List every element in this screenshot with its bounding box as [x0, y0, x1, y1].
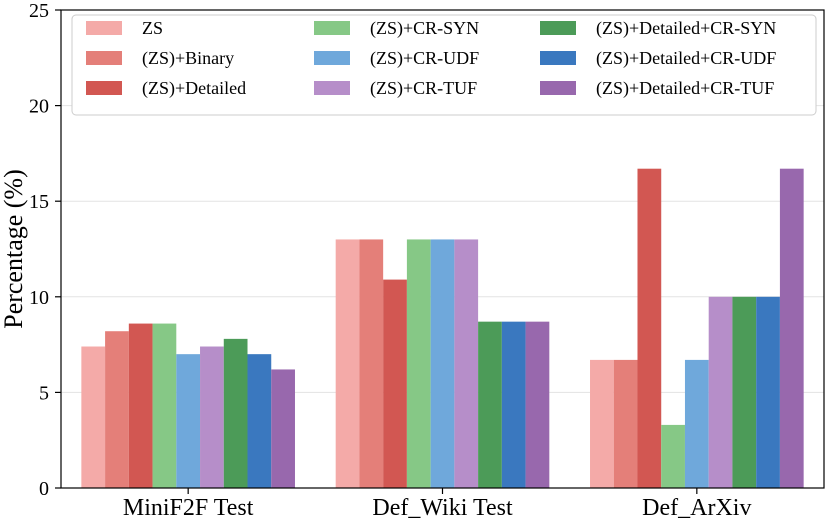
bar: [501, 321, 526, 488]
legend-label: (ZS)+Detailed: [142, 78, 246, 99]
bar: [779, 168, 804, 489]
bar: [525, 321, 550, 488]
y-tick-label: 25: [29, 0, 49, 22]
legend-frame: [71, 14, 817, 116]
legend-swatch: [540, 21, 576, 35]
bar: [613, 359, 638, 488]
legend-label: ZS: [142, 18, 163, 38]
legend-swatch: [314, 21, 350, 35]
bar: [708, 296, 733, 488]
bar: [128, 323, 153, 488]
x-category-label: Def_ArXiv: [642, 495, 751, 519]
legend-swatch: [314, 51, 350, 65]
bar: [454, 239, 479, 488]
bar: [756, 296, 780, 488]
bar: [637, 168, 662, 489]
bar: [152, 323, 177, 488]
x-category-label: Def_Wiki Test: [372, 495, 513, 519]
bar: [430, 239, 455, 488]
x-axis-categories: MiniF2F Test Def_Wiki Test Def_ArXiv: [123, 488, 751, 519]
y-tick-label: 0: [39, 478, 49, 500]
bar: [81, 346, 106, 488]
legend: ZS (ZS)+Binary (ZS)+Detailed (ZS)+CR-SYN (ZS…: [71, 14, 817, 116]
bar: [359, 239, 384, 488]
bar: [176, 354, 201, 488]
y-axis-ticks: 0 5 10 15 20 25: [29, 0, 61, 500]
bar: [223, 338, 248, 488]
bar: [200, 346, 224, 488]
legend-label: (ZS)+CR-SYN: [370, 18, 479, 39]
legend-swatch: [314, 81, 350, 95]
y-tick-label: 20: [29, 96, 49, 118]
x-category-label: MiniF2F Test: [123, 495, 254, 519]
bar: [271, 369, 295, 488]
legend-label: (ZS)+Binary: [142, 48, 234, 69]
y-axis-label: Percentage (%): [0, 169, 28, 329]
bar: [478, 321, 502, 488]
bar: [383, 279, 407, 488]
legend-label: (ZS)+Detailed+CR-SYN: [596, 18, 776, 39]
legend-label: (ZS)+CR-UDF: [370, 48, 479, 69]
legend-label: (ZS)+CR-TUF: [370, 78, 477, 99]
bar: [406, 239, 431, 488]
legend-swatch: [540, 51, 576, 65]
bar: [684, 359, 709, 488]
bars: [81, 168, 804, 489]
bar: [732, 296, 757, 488]
bar: [105, 331, 129, 488]
legend-label: (ZS)+Detailed+CR-TUF: [596, 78, 774, 99]
bar: [335, 239, 360, 488]
legend-swatch: [86, 51, 122, 65]
legend-swatch: [86, 21, 122, 35]
y-tick-label: 10: [29, 287, 49, 309]
y-tick-label: 5: [39, 382, 49, 404]
legend-label: (ZS)+Detailed+CR-UDF: [596, 48, 776, 69]
legend-swatch: [540, 81, 576, 95]
y-tick-label: 15: [29, 191, 49, 213]
bar: [661, 424, 685, 488]
bar: [590, 359, 614, 488]
bar: [247, 354, 272, 488]
legend-swatch: [86, 81, 122, 95]
